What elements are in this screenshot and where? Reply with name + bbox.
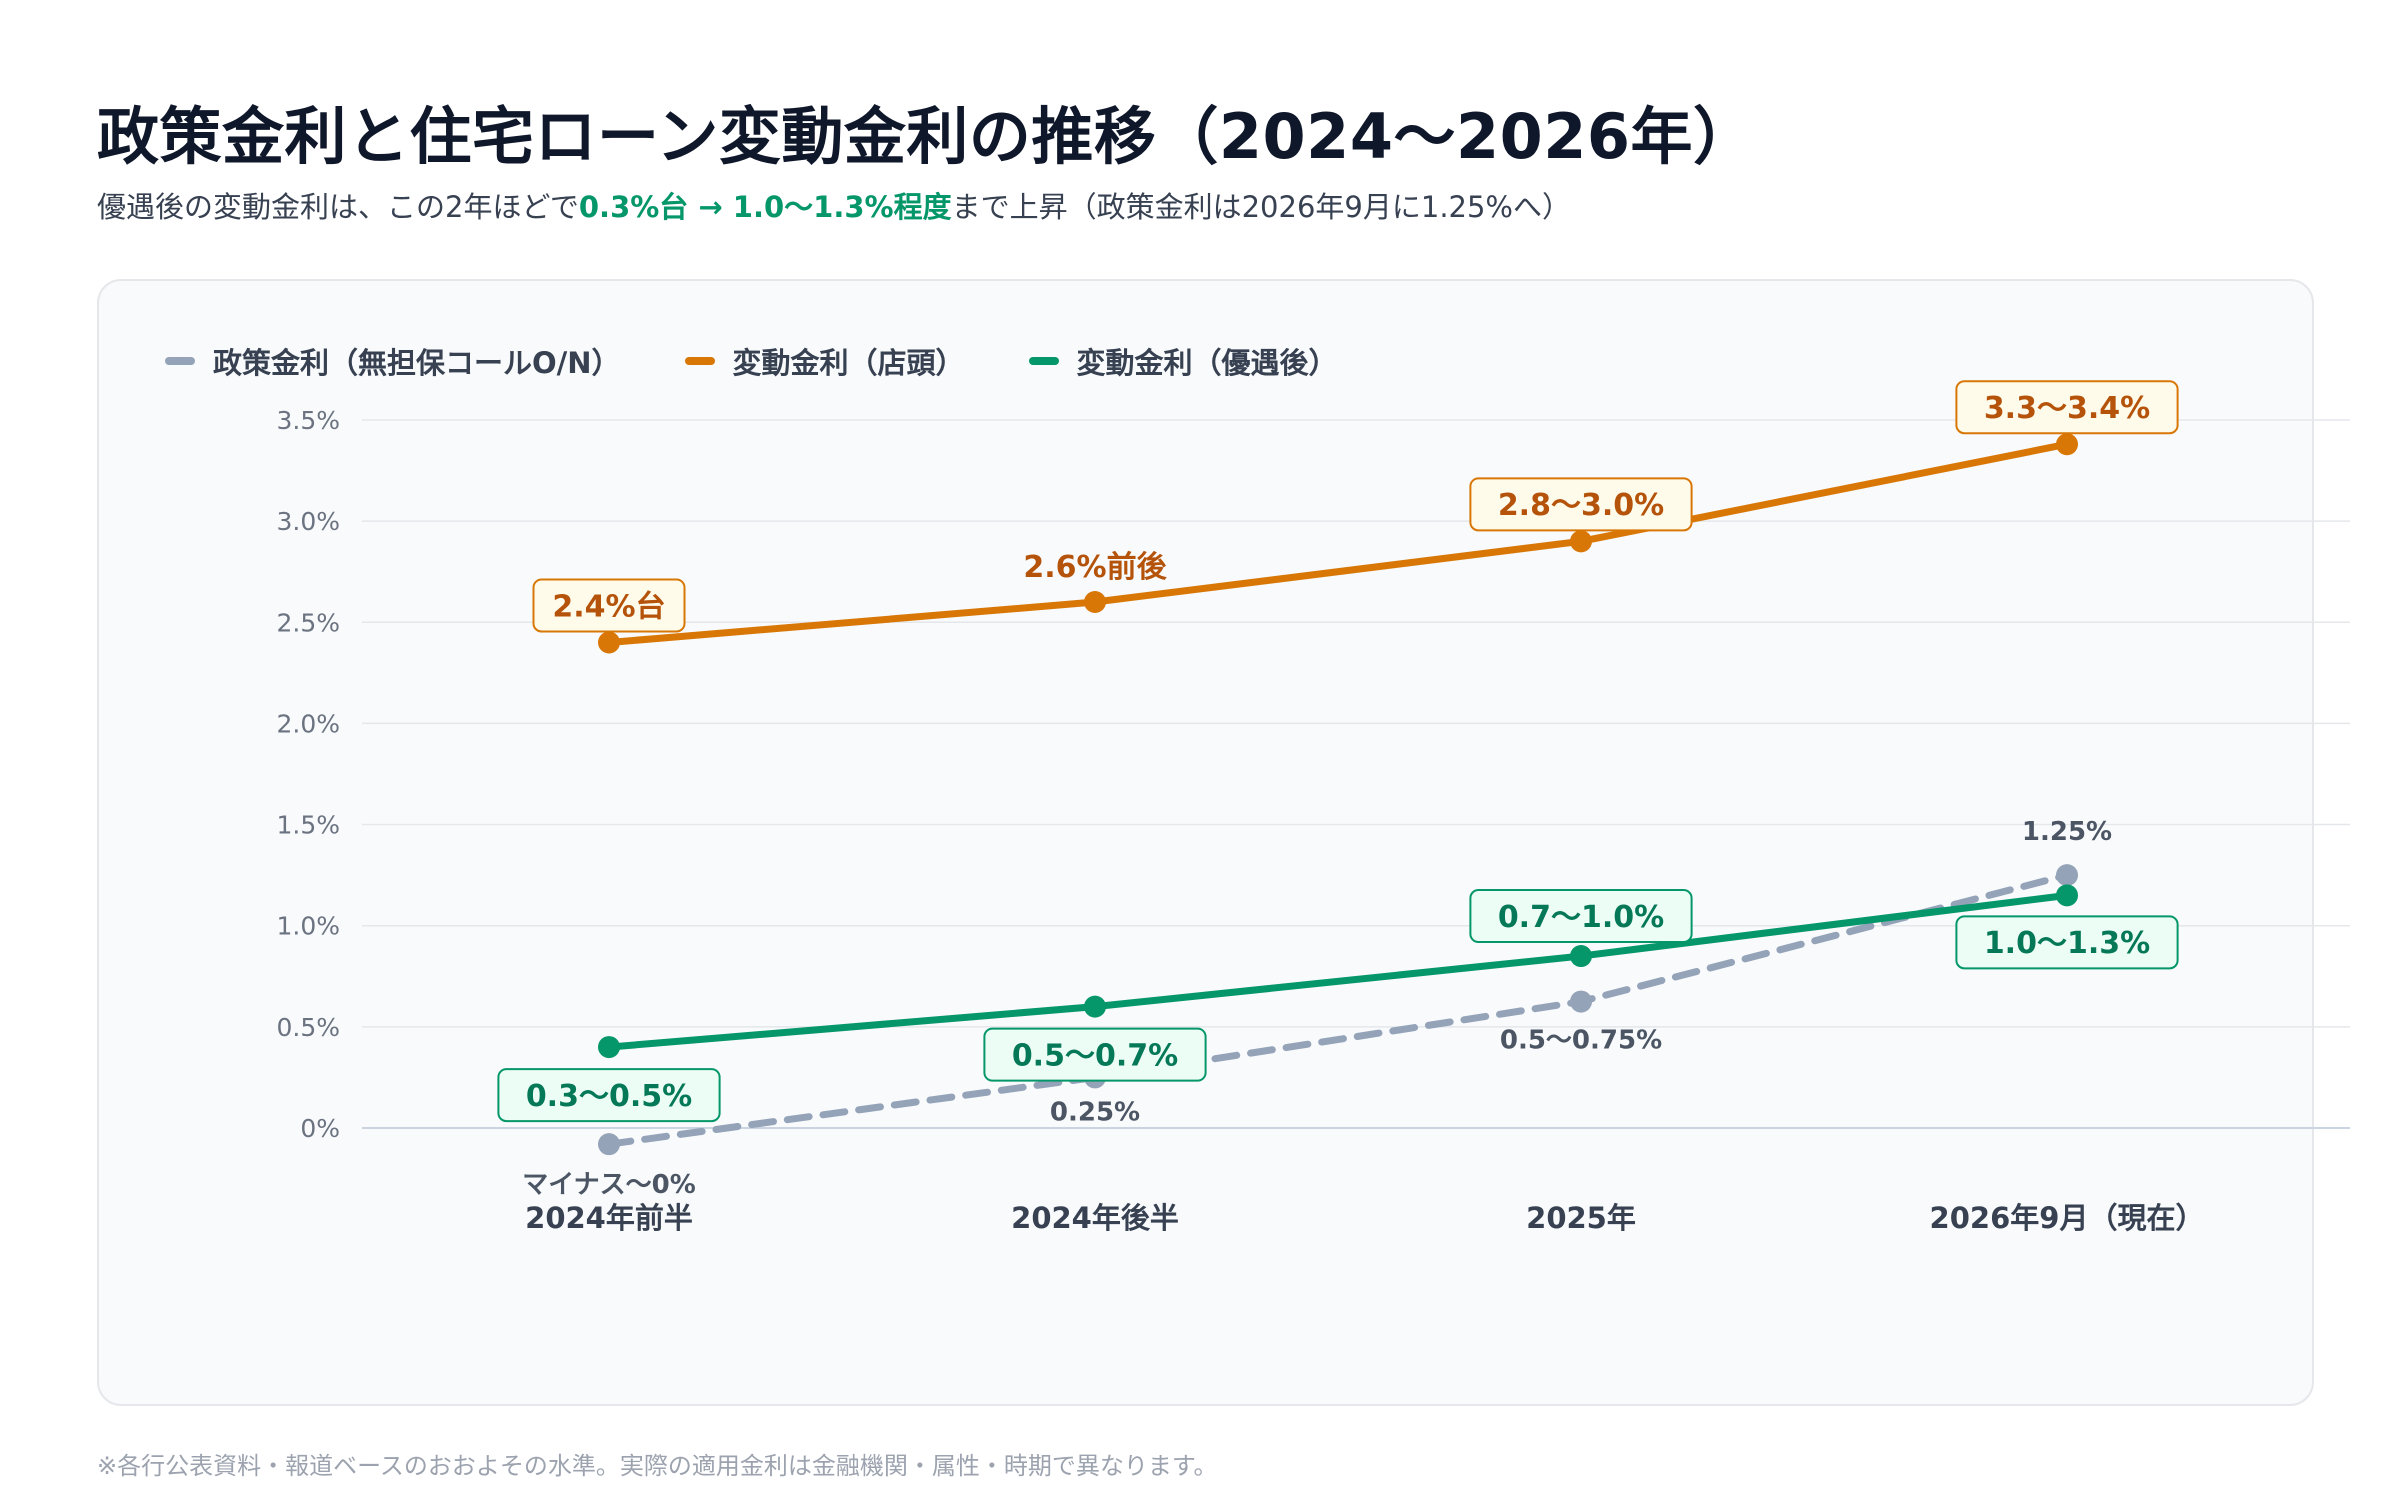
y-tick-label: 1.0% [276,912,340,941]
data-label-text: 0.7〜1.0% [1498,900,1664,935]
x-tick-label: 2024年前半 [525,1201,693,1235]
y-tick-label: 2.0% [276,709,340,738]
data-label-preferential: 0.3〜0.5% [497,1068,721,1123]
subtitle-post: まで上昇（政策金利は2026年9月に1.25%へ） [951,190,1571,224]
data-label-policy: マイナス〜0% [522,1170,696,1200]
y-tick-label: 0% [300,1114,340,1143]
data-point-policy [598,1133,620,1156]
data-label-text: 2.4%台 [552,589,665,624]
legend: 政策金利（無担保コールO/N） 変動金利（店頭） 変動金利（優遇後） [165,340,1338,382]
data-point-preferential [1570,945,1592,968]
legend-label-preferential: 変動金利（優遇後） [1076,346,1338,380]
x-tick-label: 2026年9月（現在） [1930,1201,2205,1235]
data-label-text: 0.3〜0.5% [526,1079,692,1114]
legend-item-store: 変動金利（店頭） [684,340,965,382]
data-point-store [1084,591,1106,614]
data-label-store: 3.3〜3.4% [1955,380,2179,435]
x-tick-label: 2025年 [1526,1201,1636,1235]
data-label-box [532,578,686,633]
data-label-text: 1.0〜1.3% [1984,926,2150,961]
y-tick-label: 0.5% [276,1013,340,1042]
series-line-policy [605,871,2071,1148]
data-label-store: 2.6%前後 [1023,550,1167,585]
footnote: ※各行公表資料・報道ベースのおおよその水準。実際の適用金利は金融機関・属性・時期… [97,1452,1218,1480]
chart-title: 政策金利と住宅ローン変動金利の推移（2024〜2026年） [97,100,1756,173]
data-point-policy [1570,990,1592,1013]
data-label-box [983,1027,1207,1082]
subtitle-pre: 優遇後の変動金利は、この2年ほどで [97,190,579,224]
data-label-box [1955,915,2179,970]
y-tick-label: 2.5% [276,608,340,637]
legend-swatch-policy [165,357,195,365]
series-line-preferential [605,891,2071,1051]
data-point-preferential [1084,995,1106,1018]
legend-item-preferential: 変動金利（優遇後） [1028,340,1338,382]
x-tick-label: 2024年後半 [1011,1201,1179,1235]
y-tick-label: 3.0% [276,507,340,536]
data-label-preferential: 1.0〜1.3% [1955,915,2179,970]
data-label-policy: 0.5〜0.75% [1500,1026,1662,1056]
data-label-box [1955,380,2179,435]
data-point-store [598,631,620,654]
data-label-text: 0.5〜0.7% [1012,1038,1178,1073]
legend-swatch-store [684,357,715,365]
legend-item-policy: 政策金利（無担保コールO/N） [165,340,621,382]
data-label-box [1469,477,1693,532]
data-label-preferential: 0.5〜0.7% [983,1027,1207,1082]
data-label-text: 3.3〜3.4% [1984,391,2150,426]
data-label-text: 2.8〜3.0% [1498,488,1664,523]
legend-label-store: 変動金利（店頭） [732,346,965,380]
series-line-store [605,440,2071,646]
data-point-preferential [598,1036,620,1059]
data-point-preferential [2056,884,2078,907]
subtitle-highlight: 0.3%台 → 1.0〜1.3%程度 [578,190,952,224]
data-point-policy [2056,864,2078,887]
data-point-store [1570,530,1592,553]
data-label-policy: 1.25% [2022,817,2112,847]
data-label-store: 2.8〜3.0% [1469,477,1693,532]
legend-label-policy: 政策金利（無担保コールO/N） [213,346,621,380]
data-label-policy: 0.25% [1050,1097,1140,1127]
data-label-box [497,1068,721,1123]
data-label-store: 2.4%台 [532,578,686,633]
legend-swatch-preferential [1028,357,1059,365]
data-label-preferential: 0.7〜1.0% [1469,889,1693,944]
chart-subtitle: 優遇後の変動金利は、この2年ほどで0.3%台 → 1.0〜1.3%程度まで上昇（… [97,184,1571,226]
data-label-box [1469,889,1693,944]
y-tick-label: 1.5% [276,811,340,840]
y-tick-label: 3.5% [276,406,340,435]
data-point-store [2056,433,2078,456]
